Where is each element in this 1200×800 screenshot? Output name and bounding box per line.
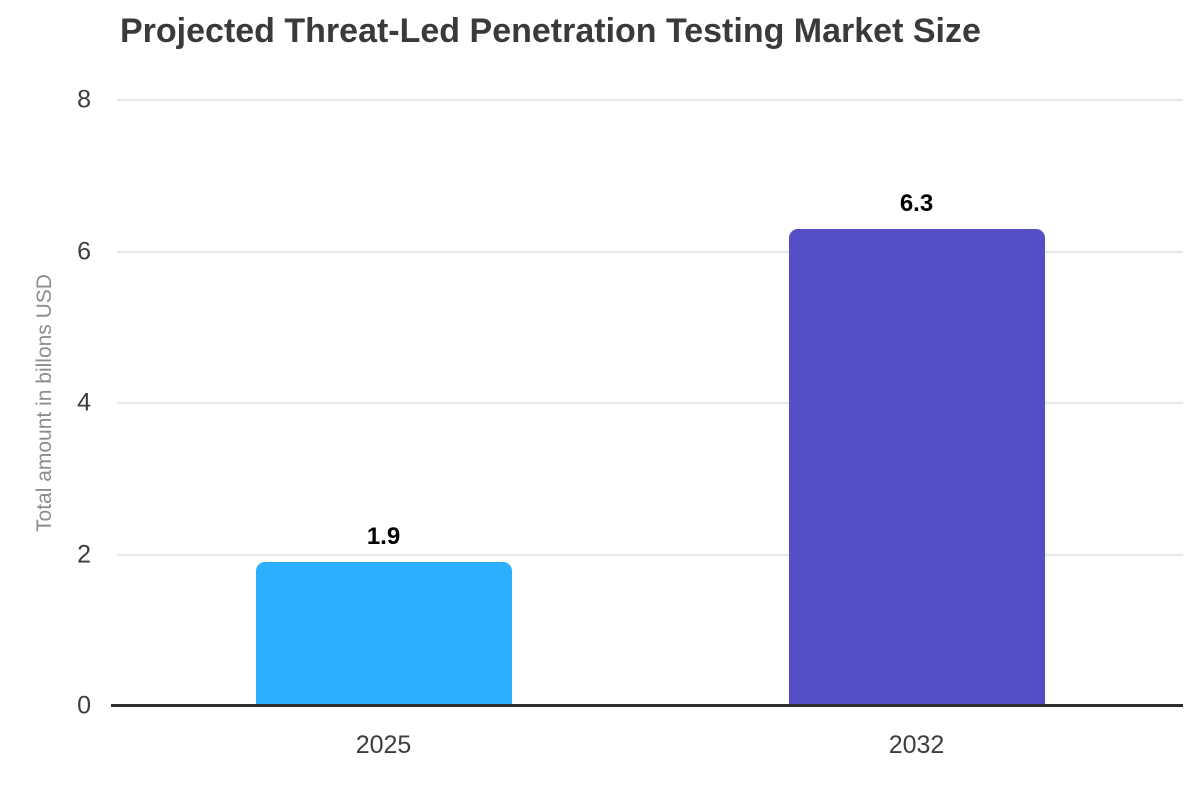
y-tick-label: 4 — [77, 388, 91, 417]
bar-value-label: 6.3 — [899, 189, 934, 217]
x-tick-label: 2025 — [355, 731, 412, 759]
gridline — [117, 99, 1183, 101]
x-tick-label: 2032 — [888, 731, 945, 759]
bar-2032[interactable] — [788, 228, 1045, 706]
bar-value-label: 1.9 — [366, 523, 401, 551]
gridline — [117, 553, 1183, 556]
y-axis-title: Total amount in billons USD — [33, 274, 56, 532]
bar-2025[interactable] — [255, 562, 512, 706]
chart-title: Projected Threat-Led Penetration Testing… — [120, 12, 981, 50]
gridline — [117, 402, 1183, 404]
y-tick-label: 6 — [77, 237, 91, 265]
plot-area: 0 2 4 6 8 1.9 2025 6.3 2032 — [77, 87, 1183, 758]
y-tick-label: 0 — [77, 691, 91, 720]
x-axis-baseline — [111, 704, 1183, 707]
gridline — [117, 250, 1183, 253]
y-tick-label: 8 — [77, 85, 91, 114]
y-tick-label: 2 — [77, 540, 91, 568]
